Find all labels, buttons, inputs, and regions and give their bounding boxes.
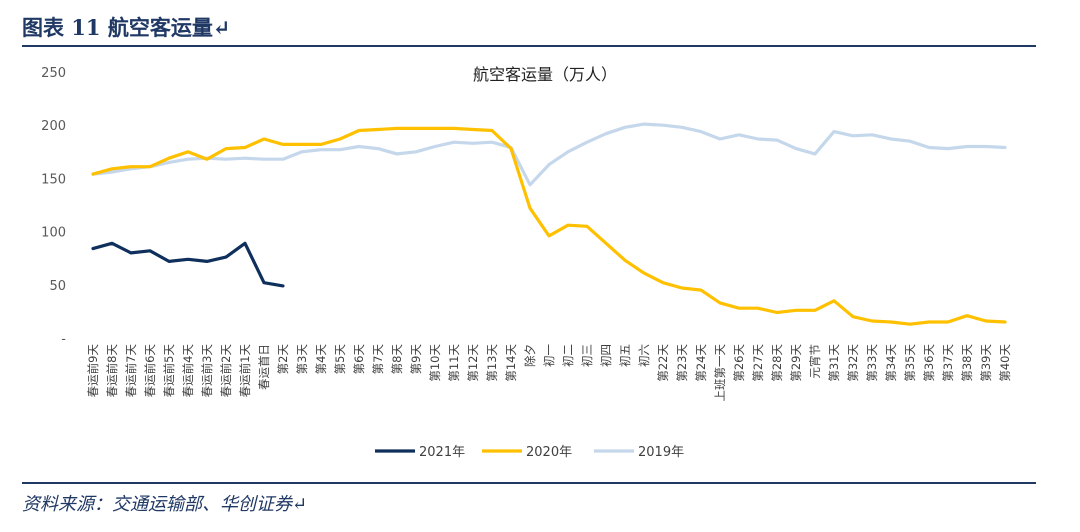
x-tick-label: 第34天 (884, 344, 898, 382)
x-tick-label: 第14天 (504, 344, 518, 382)
x-tick-label: 初四 (599, 344, 613, 367)
x-tick-label: 第39天 (979, 344, 993, 382)
x-tick-label: 第37天 (941, 344, 955, 382)
legend-label: 2020年 (526, 445, 572, 460)
x-tick-label: 第6天 (352, 344, 366, 375)
x-tick-label: 春运首日 (257, 344, 271, 390)
y-tick-label: 100 (41, 226, 66, 241)
chart-title: 航空客运量（万人） (473, 65, 617, 84)
series-line-2021年 (91, 241, 285, 288)
y-tick-label: 50 (49, 279, 66, 294)
x-tick-label: 第29天 (789, 344, 803, 382)
x-tick-label: 第31天 (827, 344, 841, 382)
x-tick-label: 春运前8天 (105, 344, 119, 398)
x-axis: 春运前9天 春运前8天 春运前7天 春运前6天 春运前5天 春运前4天 春运前3天 春运前2天… (86, 344, 1012, 402)
figure-title: 图表 11 航空客运量↵ (22, 15, 231, 40)
series-layer (91, 122, 1007, 326)
x-tick-label: 第13天 (485, 344, 499, 382)
x-tick-label: 第7天 (371, 344, 385, 375)
x-tick-label: 第9天 (409, 344, 423, 375)
legend: 2021年 2020年 2019年 (375, 445, 684, 460)
source-note: 资料来源：交通运输部、华创证券↵ (22, 494, 308, 515)
x-tick-label: 第3天 (295, 344, 309, 375)
x-tick-label: 初二 (561, 344, 575, 367)
y-tick-label: 150 (41, 172, 66, 187)
y-tick-label: 250 (41, 66, 66, 81)
x-tick-label: 元宵节 (808, 344, 822, 379)
x-tick-label: 第4天 (314, 344, 328, 375)
x-tick-label: 第40天 (998, 344, 1012, 382)
x-tick-label: 第12天 (466, 344, 480, 382)
title-divider (22, 45, 1036, 47)
x-tick-label: 第11天 (447, 344, 461, 382)
x-tick-label: 第35天 (903, 344, 917, 382)
legend-label: 2021年 (419, 445, 465, 460)
x-tick-label: 初三 (580, 344, 594, 367)
x-tick-label: 初六 (637, 344, 651, 367)
x-tick-label: 第24天 (694, 344, 708, 382)
source-divider (22, 482, 1036, 484)
x-tick-label: 第33天 (865, 344, 879, 382)
x-tick-label: 第28天 (770, 344, 784, 382)
x-tick-label: 春运前1天 (238, 344, 252, 398)
y-axis: - 50 100 150 200 250 (41, 66, 66, 347)
x-tick-label: 春运前2天 (219, 344, 233, 398)
x-tick-label: 春运前9天 (86, 344, 100, 398)
y-tick-label: 200 (41, 119, 66, 134)
x-tick-label: 上班第一天 (713, 344, 727, 402)
x-tick-label: 第2天 (276, 344, 290, 375)
x-tick-label: 第38天 (960, 344, 974, 382)
x-tick-label: 春运前4天 (181, 344, 195, 398)
x-tick-label: 春运前5天 (162, 344, 176, 398)
x-tick-label: 第8天 (390, 344, 404, 375)
y-tick-label: - (61, 332, 66, 347)
x-tick-label: 春运前6天 (143, 344, 157, 398)
x-tick-label: 第26天 (732, 344, 746, 382)
series-line-2019年 (91, 122, 1007, 187)
x-tick-label: 第36天 (922, 344, 936, 382)
x-tick-label: 第32天 (846, 344, 860, 382)
x-tick-label: 第23天 (675, 344, 689, 382)
x-tick-label: 初一 (542, 344, 556, 367)
x-tick-label: 第5天 (333, 344, 347, 375)
x-tick-label: 初五 (618, 344, 632, 367)
x-tick-label: 春运前7天 (124, 344, 138, 398)
x-tick-label: 第22天 (656, 344, 670, 382)
x-tick-label: 除夕 (523, 344, 537, 367)
x-tick-label: 春运前3天 (200, 344, 214, 398)
x-tick-label: 第27天 (751, 344, 765, 382)
x-tick-label: 第10天 (428, 344, 442, 382)
series-line-2020年 (91, 126, 1007, 326)
legend-label: 2019年 (638, 445, 684, 460)
